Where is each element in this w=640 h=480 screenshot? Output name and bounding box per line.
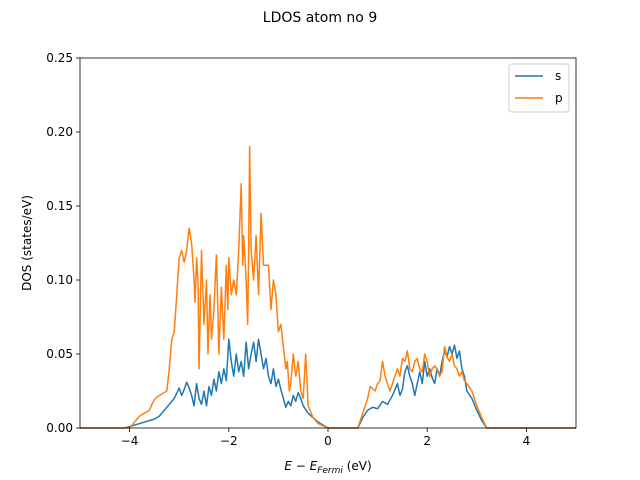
x-axis-ticks: −4 −2 0 2 4 bbox=[121, 428, 530, 448]
y-tick-label: 0.10 bbox=[46, 273, 73, 287]
x-tick-label: −2 bbox=[220, 434, 238, 448]
x-tick-label: −4 bbox=[121, 434, 139, 448]
series-line-s bbox=[80, 338, 576, 429]
x-axis-label-unit: (eV) bbox=[343, 459, 372, 473]
y-axis-label: DOS (states/eV) bbox=[20, 195, 34, 291]
series-line-p bbox=[80, 146, 576, 429]
plot-background bbox=[80, 58, 576, 428]
x-tick-label: 4 bbox=[523, 434, 531, 448]
chart-title: LDOS atom no 9 bbox=[263, 10, 377, 26]
y-tick-label: 0.00 bbox=[46, 421, 73, 435]
x-axis-label: E − EFermi (eV) bbox=[284, 459, 371, 476]
legend-label-p: p bbox=[555, 91, 563, 105]
x-axis-label-subscript: Fermi bbox=[317, 466, 343, 476]
y-tick-label: 0.15 bbox=[46, 199, 73, 213]
y-axis-ticks: 0.00 0.05 0.10 0.15 0.20 0.25 bbox=[46, 51, 80, 435]
plot-area bbox=[79, 57, 577, 429]
series-layer bbox=[80, 146, 576, 429]
y-tick-label: 0.05 bbox=[46, 347, 73, 361]
y-tick-label: 0.25 bbox=[46, 51, 73, 65]
x-tick-label: 2 bbox=[423, 434, 431, 448]
y-tick-label: 0.20 bbox=[46, 125, 73, 139]
x-tick-label: 0 bbox=[324, 434, 332, 448]
x-axis-label-main: E − E bbox=[284, 459, 317, 473]
legend: sp bbox=[508, 63, 570, 113]
legend-label-s: s bbox=[555, 69, 561, 83]
